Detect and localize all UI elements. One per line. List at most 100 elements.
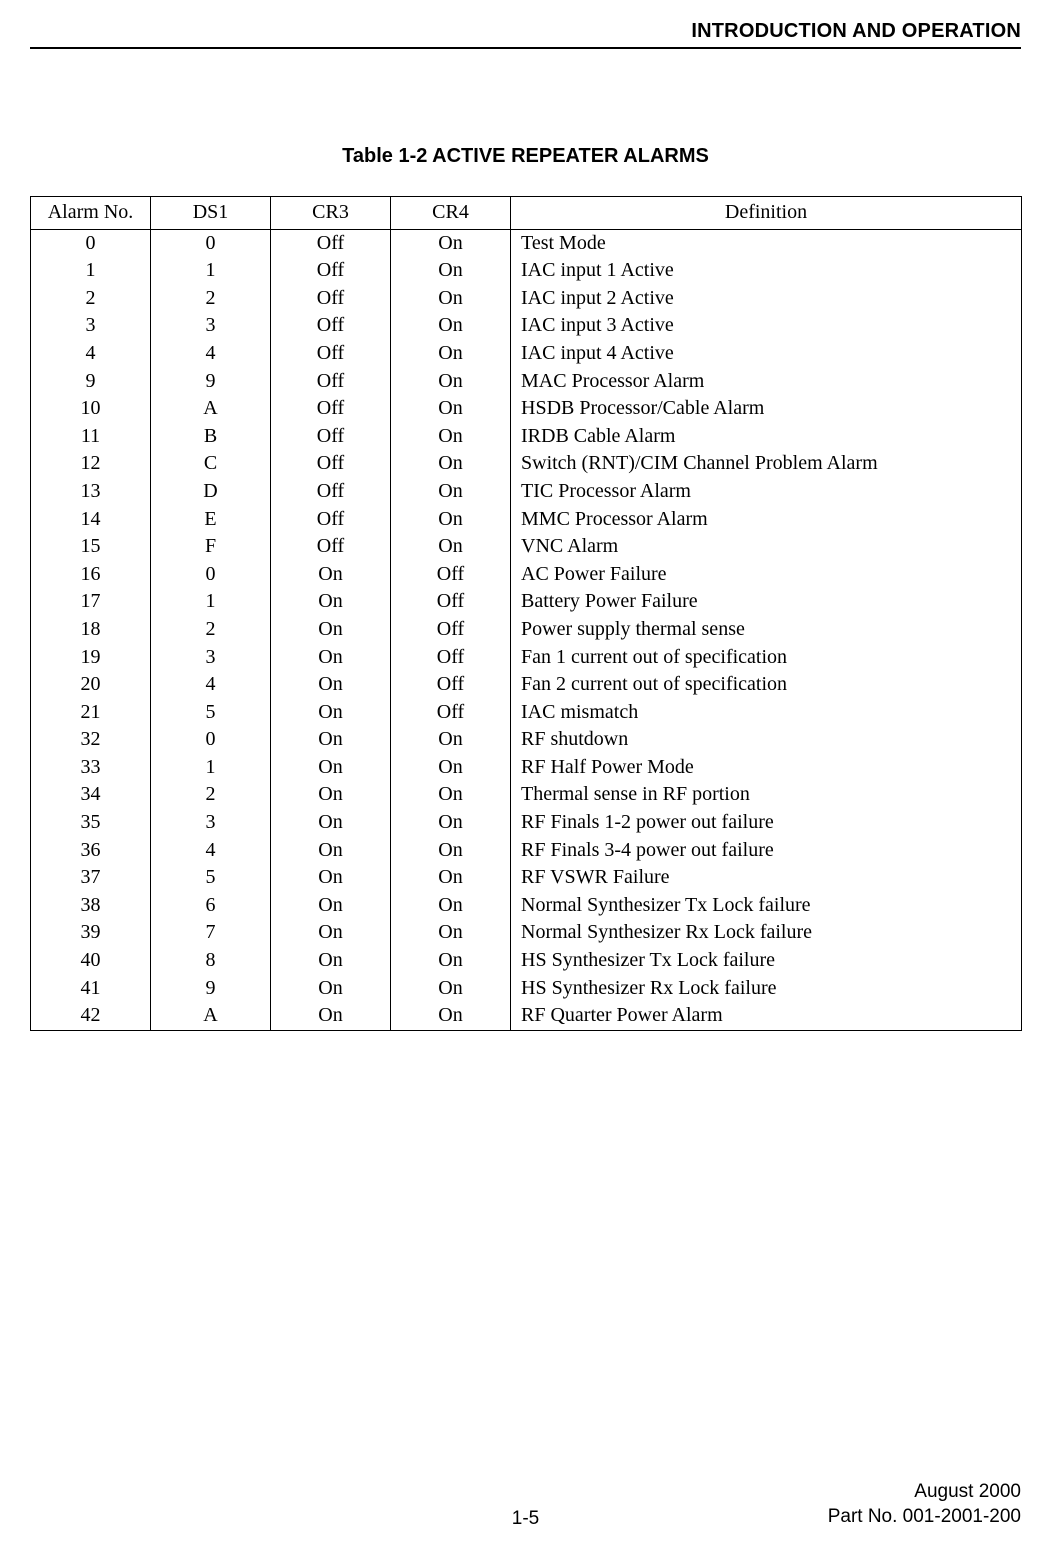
table-cell: On [391, 892, 511, 920]
table-row: 33OffOnIAC input 3 Active [31, 312, 1022, 340]
table-cell: On [391, 754, 511, 782]
table-cell: 4 [151, 837, 271, 865]
table-cell: On [391, 947, 511, 975]
table-cell: Off [271, 368, 391, 396]
table-cell: 5 [151, 699, 271, 727]
table-cell: 17 [31, 588, 151, 616]
table-cell: On [271, 864, 391, 892]
table-cell: D [151, 478, 271, 506]
table-row: 11BOffOnIRDB Cable Alarm [31, 423, 1022, 451]
table-cell: On [391, 478, 511, 506]
table-cell: 19 [31, 644, 151, 672]
table-row: 42AOnOnRF Quarter Power Alarm [31, 1002, 1022, 1030]
table-cell: Off [391, 561, 511, 589]
table-cell: RF Finals 3-4 power out failure [511, 837, 1022, 865]
table-cell: Off [271, 312, 391, 340]
table-cell: On [271, 754, 391, 782]
table-cell: 1 [151, 754, 271, 782]
table-cell: 3 [31, 312, 151, 340]
table-row: 182OnOffPower supply thermal sense [31, 616, 1022, 644]
table-cell: 9 [31, 368, 151, 396]
table-cell: On [391, 340, 511, 368]
header-rule [30, 47, 1021, 49]
table-cell: 14 [31, 506, 151, 534]
table-cell: RF Quarter Power Alarm [511, 1002, 1022, 1030]
table-cell: Off [271, 229, 391, 257]
table-cell: RF Half Power Mode [511, 754, 1022, 782]
table-row: 44OffOnIAC input 4 Active [31, 340, 1022, 368]
table-cell: 2 [31, 285, 151, 313]
table-cell: On [391, 809, 511, 837]
table-row: 331OnOnRF Half Power Mode [31, 754, 1022, 782]
table-row: 15FOffOnVNC Alarm [31, 533, 1022, 561]
footer-part-no: Part No. 001-2001-200 [828, 1504, 1021, 1530]
table-row: 408OnOnHS Synthesizer Tx Lock failure [31, 947, 1022, 975]
table-cell: On [391, 423, 511, 451]
table-cell: RF Finals 1-2 power out failure [511, 809, 1022, 837]
table-cell: 2 [151, 781, 271, 809]
table-cell: E [151, 506, 271, 534]
table-cell: On [391, 229, 511, 257]
table-cell: 15 [31, 533, 151, 561]
table-cell: Off [271, 257, 391, 285]
table-row: 353OnOnRF Finals 1-2 power out failure [31, 809, 1022, 837]
table-row: 386OnOnNormal Synthesizer Tx Lock failur… [31, 892, 1022, 920]
table-cell: 38 [31, 892, 151, 920]
table-cell: IAC mismatch [511, 699, 1022, 727]
table-cell: On [271, 671, 391, 699]
table-row: 204OnOffFan 2 current out of specificati… [31, 671, 1022, 699]
table-row: 364OnOnRF Finals 3-4 power out failure [31, 837, 1022, 865]
table-cell: Power supply thermal sense [511, 616, 1022, 644]
section-header: INTRODUCTION AND OPERATION [30, 20, 1021, 43]
table-cell: 4 [151, 671, 271, 699]
table-row: 397OnOnNormal Synthesizer Rx Lock failur… [31, 919, 1022, 947]
table-row: 10AOffOnHSDB Processor/Cable Alarm [31, 395, 1022, 423]
table-cell: On [271, 699, 391, 727]
table-cell: Normal Synthesizer Tx Lock failure [511, 892, 1022, 920]
table-cell: Off [271, 506, 391, 534]
table-cell: B [151, 423, 271, 451]
table-cell: On [391, 450, 511, 478]
col-header-cr4: CR4 [391, 197, 511, 230]
table-cell: On [271, 616, 391, 644]
table-cell: On [391, 1002, 511, 1030]
table-cell: 42 [31, 1002, 151, 1030]
table-cell: HSDB Processor/Cable Alarm [511, 395, 1022, 423]
table-cell: 3 [151, 644, 271, 672]
table-row: 342OnOnThermal sense in RF portion [31, 781, 1022, 809]
table-cell: Off [391, 699, 511, 727]
table-cell: On [391, 975, 511, 1003]
table-cell: 0 [151, 229, 271, 257]
table-cell: 0 [31, 229, 151, 257]
table-cell: 5 [151, 864, 271, 892]
table-cell: MMC Processor Alarm [511, 506, 1022, 534]
table-row: 22OffOnIAC input 2 Active [31, 285, 1022, 313]
table-cell: Battery Power Failure [511, 588, 1022, 616]
table-cell: A [151, 395, 271, 423]
table-cell: Fan 2 current out of specification [511, 671, 1022, 699]
table-cell: Switch (RNT)/CIM Channel Problem Alarm [511, 450, 1022, 478]
table-cell: Thermal sense in RF portion [511, 781, 1022, 809]
table-row: 419OnOnHS Synthesizer Rx Lock failure [31, 975, 1022, 1003]
table-cell: MAC Processor Alarm [511, 368, 1022, 396]
table-cell: 21 [31, 699, 151, 727]
alarm-table: Alarm No. DS1 CR3 CR4 Definition 00OffOn… [30, 196, 1022, 1031]
table-cell: On [391, 726, 511, 754]
table-cell: On [271, 947, 391, 975]
footer-date: August 2000 [828, 1479, 1021, 1505]
table-cell: AC Power Failure [511, 561, 1022, 589]
table-cell: IAC input 2 Active [511, 285, 1022, 313]
table-cell: 1 [31, 257, 151, 285]
table-row: 14EOffOnMMC Processor Alarm [31, 506, 1022, 534]
table-cell: IAC input 3 Active [511, 312, 1022, 340]
table-cell: Off [391, 671, 511, 699]
table-cell: On [271, 588, 391, 616]
table-cell: 4 [151, 340, 271, 368]
table-row: 00OffOnTest Mode [31, 229, 1022, 257]
table-cell: 4 [31, 340, 151, 368]
table-cell: 10 [31, 395, 151, 423]
table-cell: Off [271, 450, 391, 478]
table-cell: C [151, 450, 271, 478]
table-cell: 12 [31, 450, 151, 478]
col-header-definition: Definition [511, 197, 1022, 230]
